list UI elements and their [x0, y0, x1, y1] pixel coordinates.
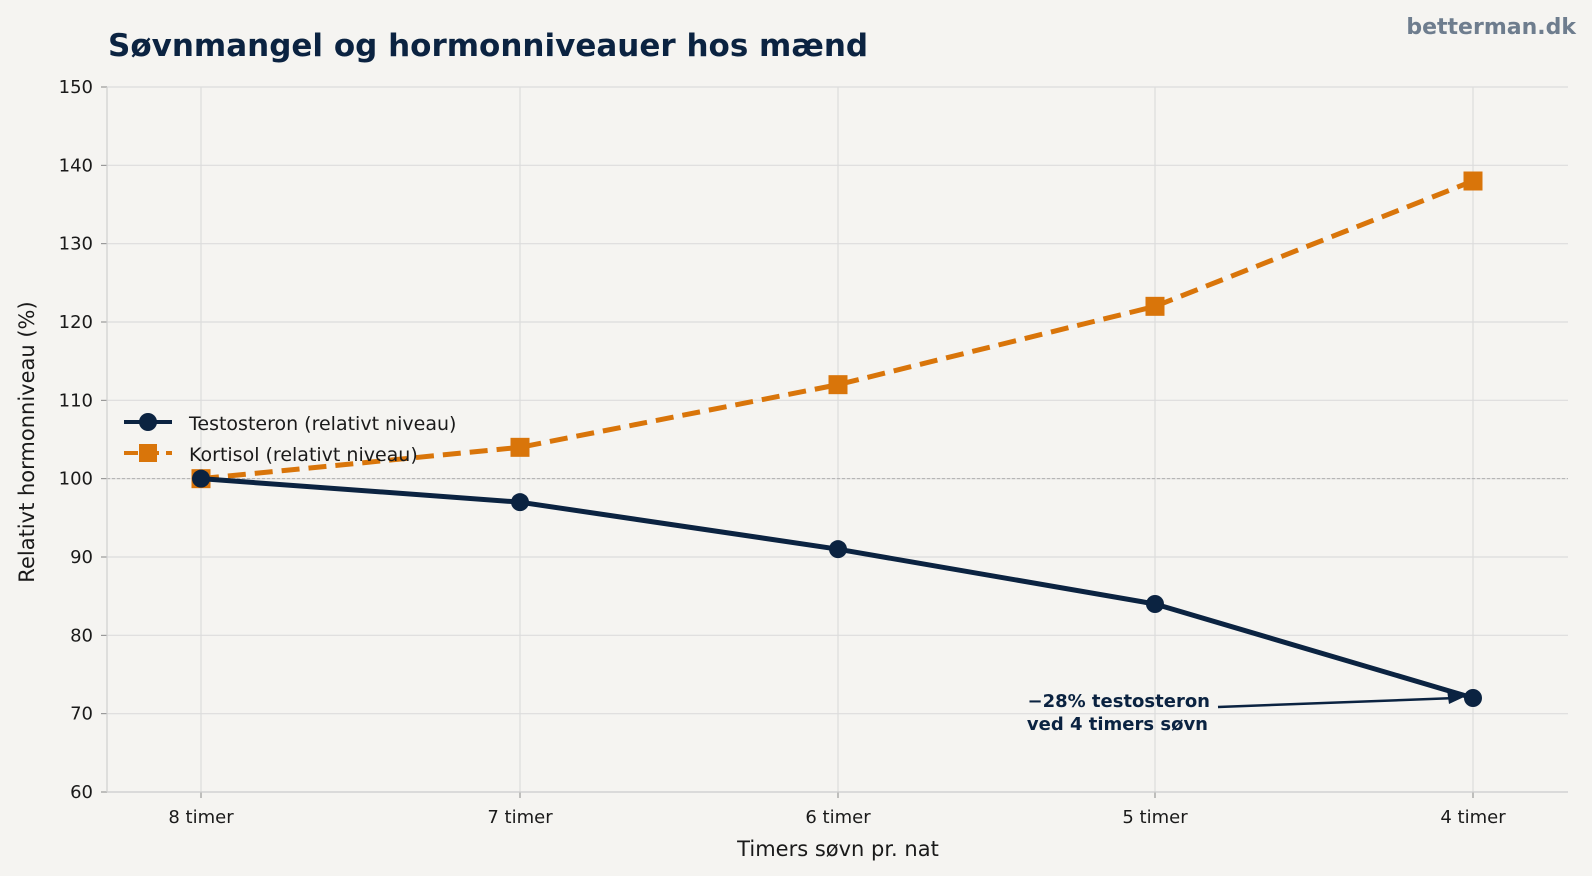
y-tick-label: 140 — [59, 155, 93, 176]
data-point-kortisol — [510, 437, 530, 457]
legend-marker-kortisol — [139, 444, 157, 462]
annotation-arrowhead — [1447, 690, 1464, 704]
grid — [107, 86, 1568, 793]
x-tick-label: 8 timer — [168, 807, 234, 828]
series-line-testosteron — [200, 476, 1474, 701]
y-tick-label: 150 — [59, 77, 93, 98]
y-tick-label: 90 — [70, 547, 93, 568]
series — [191, 171, 1483, 707]
annotation: −28% testosteron ved 4 timers søvn — [1027, 690, 1464, 735]
legend: Testosteron (relativt niveau) Kortisol (… — [124, 413, 456, 466]
data-point-kortisol — [1463, 171, 1483, 191]
y-tick-label: 130 — [59, 234, 93, 255]
legend-marker-testosteron — [139, 413, 157, 431]
data-point-testosteron — [829, 540, 847, 559]
legend-label-testosteron: Testosteron (relativt niveau) — [188, 413, 456, 435]
data-point-testosteron — [511, 493, 529, 512]
data-point-kortisol — [1145, 296, 1165, 316]
x-tick-label: 6 timer — [805, 807, 871, 828]
x-tick-label: 5 timer — [1122, 807, 1188, 828]
y-axis-title: Relativt hormonniveau (%) — [15, 301, 39, 582]
annotation-arrow — [1217, 696, 1457, 709]
chart-title: Søvnmangel og hormonniveauer hos mænd — [108, 28, 868, 64]
data-point-testosteron — [192, 469, 210, 488]
x-axis-title: Timers søvn pr. nat — [736, 837, 939, 861]
y-tick-label: 60 — [70, 782, 93, 803]
annotation-line-1: −28% testosteron — [1027, 691, 1210, 712]
series-line-kortisol — [200, 178, 1474, 482]
data-point-kortisol — [828, 375, 848, 395]
watermark: betterman.dk — [1406, 15, 1577, 40]
x-tick-label: 7 timer — [487, 807, 553, 828]
legend-label-kortisol: Kortisol (relativt niveau) — [189, 444, 418, 466]
y-tick-label: 70 — [70, 704, 93, 725]
x-tick-label: 4 timer — [1440, 807, 1506, 828]
axes: 60 70 80 90 100 110 120 130 140 150 8 timer 7 timer… — [59, 77, 1568, 828]
y-tick-label: 80 — [70, 625, 93, 646]
y-tick-label: 110 — [59, 390, 93, 411]
y-tick-label: 120 — [59, 312, 93, 333]
y-tick-label: 100 — [59, 469, 93, 490]
data-point-testosteron — [1464, 689, 1482, 707]
data-point-testosteron — [1146, 595, 1164, 613]
annotation-line-2: ved 4 timers søvn — [1027, 714, 1208, 735]
